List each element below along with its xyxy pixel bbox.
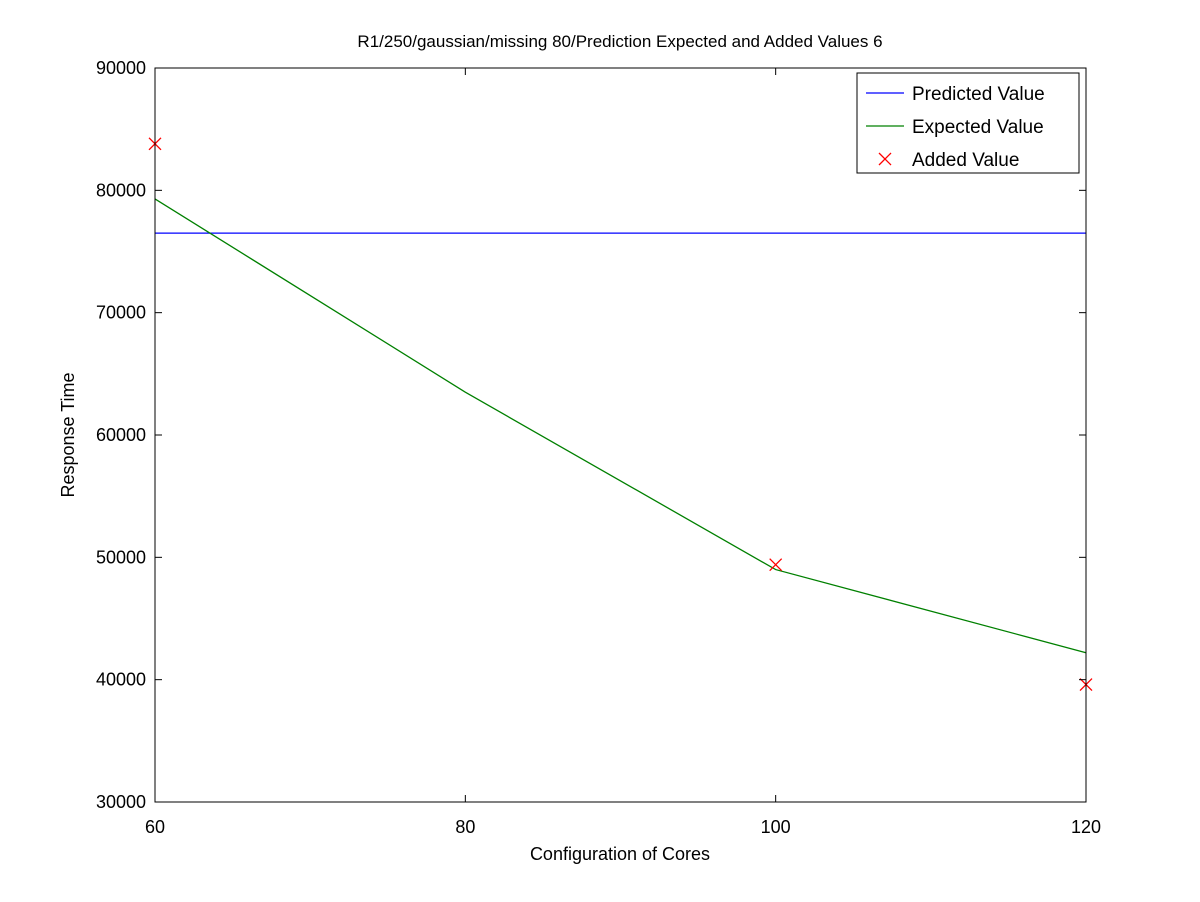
axis-ticks: 60 80 100 120 30000 40000 50000 60000 70000 80000… (96, 58, 1101, 837)
data-point-added-value (769, 558, 783, 572)
y-tick-label: 80000 (96, 180, 146, 200)
y-tick-label: 50000 (96, 547, 146, 567)
legend: Predicted Value Expected Value Added Val… (856, 72, 1080, 174)
legend-swatch-added (878, 152, 892, 166)
legend-label-added: Added Value (912, 150, 1019, 171)
chart-title: R1/250/gaussian/missing 80/Prediction Ex… (357, 32, 882, 51)
legend-label-expected: Expected Value (912, 117, 1044, 138)
legend-label-predicted: Predicted Value (912, 84, 1045, 105)
plot-area (148, 137, 1093, 692)
legend-box (856, 72, 1080, 174)
series-line-expected-value (154, 198, 1087, 654)
y-axis-label: Response Time (58, 372, 78, 497)
x-axis-label: Configuration of Cores (530, 844, 710, 864)
x-tick-label: 100 (761, 817, 791, 837)
x-tick-label: 60 (145, 817, 165, 837)
x-tick-label: 120 (1071, 817, 1101, 837)
y-tick-label: 60000 (96, 425, 146, 445)
plot-frame (154, 67, 1087, 803)
y-tick-label: 30000 (96, 792, 146, 812)
y-tick-label: 70000 (96, 303, 146, 323)
y-tick-label: 90000 (96, 58, 146, 78)
y-tick-label: 40000 (96, 670, 146, 690)
x-tick-label: 80 (455, 817, 475, 837)
